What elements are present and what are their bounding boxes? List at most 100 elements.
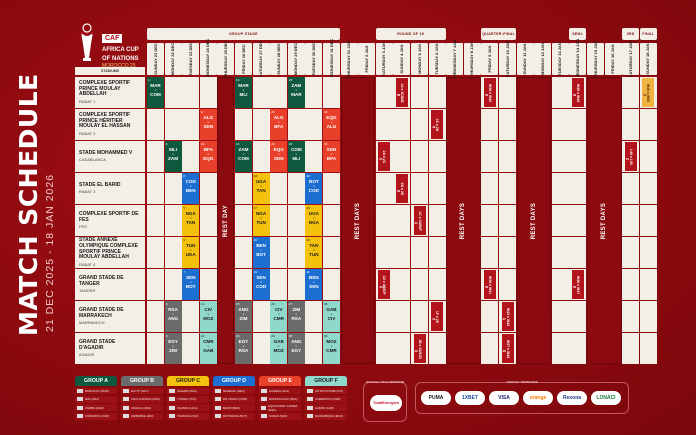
match-card[interactable]: 20: BEN v BOT [252,237,270,268]
day-label: TUESDAY 23 DEC [187,42,193,76]
match-card[interactable]: 22: EQG v SDN [270,141,288,172]
match-card[interactable]: 7: SEN v BOT [182,269,200,300]
match-card[interactable]: 35: GAB v CIV [323,301,340,332]
knockout-card[interactable]: 2A v 2C 37 [378,142,391,171]
match-number: 41 [414,220,418,225]
day-label: FRIDAY 2 JAN [363,45,369,73]
day-label: FRIDAY 26 DEC [240,44,246,74]
versus: v [172,312,174,316]
match-card[interactable]: 4: RSA v ANG [164,301,182,332]
knockout-card[interactable]: 1C v 3A/B/F 41 [413,206,426,235]
flag-icon [169,388,175,393]
venue-row-label: COMPLEXE SPORTIF PRINCE MOULAY ABDELLAH R… [75,77,145,108]
knockout-card[interactable]: 1A v 3C/D/E 38 [395,78,408,107]
schedule-cell [428,205,446,236]
match-card[interactable]: 23: CIV v CMR [270,301,288,332]
knockout-card[interactable]: W49 v W50 52 [642,78,655,107]
flag-icon [215,414,221,419]
knockout-card[interactable]: W38 v W40 45 [483,78,496,107]
match-card[interactable]: 36: MOZ v CMR [323,333,340,364]
schedule-cell [164,109,182,140]
team-entry: NIGERIA (NGA) [167,387,209,395]
match-card[interactable]: 19: SEN v COD [252,269,270,300]
day-label: THURSDAY 15 JAN [592,40,598,78]
team-entry: EGYPT (EGY) [121,387,163,395]
match-card[interactable]: 28: ANG v EGY [287,333,305,364]
knockout-fixture: 2D v 2E [399,182,404,195]
match-card[interactable]: 1: MAR v COM [147,77,164,108]
team-entry: MOZAMBIQUE (MOZ) [305,412,347,420]
versus: v [189,216,192,220]
schedule-cell [199,237,217,268]
match-card[interactable]: 14: ZAM v COM [235,141,252,172]
match-card[interactable]: 9: ALG v SDN [199,109,217,140]
group-legend-c: GROUP C NIGERIA (NGA) TUNISIA (TUN) UGANDA … [167,376,209,420]
knockout-card[interactable]: W45 v W48 49 [571,78,584,107]
day-header: MONDAY 29 DEC [287,43,305,75]
schedule-cell [147,109,164,140]
schedule-cell [305,77,323,108]
day-label: SATURDAY 3 JAN [381,42,387,76]
versus: v [154,88,157,92]
day-header: SUNDAY 21 DEC [147,43,164,75]
match-card[interactable]: 10: BFA v EQG [199,141,217,172]
day-label: THURSDAY 25 DEC [222,40,228,78]
match-card[interactable]: 25: ZAM v MAR [287,77,305,108]
match-card[interactable]: 17: NGA v TUN [252,205,270,236]
group-legend-e: GROUP E ALGERIA (ALG) BURKINA FASO (BFA) EQ… [259,376,301,420]
schedule-cell [235,269,252,300]
match-card[interactable]: 15: ANG v ZIM [235,301,252,332]
knockout-card[interactable]: W43 v W42 47 [501,302,514,331]
versus: v [295,312,298,316]
schedule-cell [481,173,499,204]
knockout-card[interactable]: 1E v 2D 42 [431,110,444,139]
match-card[interactable]: 32: BOT v COD [305,173,323,204]
match-card[interactable]: 24: GAB v MOZ [270,333,288,364]
schedule-cell [375,301,393,332]
schedule-cell [411,141,428,172]
knockout-card[interactable]: W46 v W47 50 [571,270,584,299]
knockout-card[interactable]: L49 v L50 51 [624,142,637,171]
schedule-cell [428,237,446,268]
versus: v [330,312,333,316]
match-card[interactable]: 27: ZIM v RSA [287,301,305,332]
day-header: FRIDAY 16 JAN [604,43,622,75]
match-card[interactable]: 21: ALG v BFA [270,109,288,140]
versus: v [242,88,245,92]
match-card[interactable]: 3: EGY v ZIM [164,333,182,364]
knockout-card[interactable]: W39 v W41 46 [483,270,496,299]
venue-name: COMPLEXE SPORTIF DE FES [79,210,139,223]
match-card[interactable]: 18: UGA v TAN [252,173,270,204]
match-card[interactable]: 8: COD v BEN [182,173,200,204]
schedule-cell [499,109,516,140]
home-team: MOZ [326,339,337,344]
knockout-card[interactable]: 1B v 3A/C/D 40 [413,334,426,363]
day-header: TUESDAY 6 JAN [428,43,446,75]
venue-header: STADIUMS [75,67,145,75]
match-card[interactable]: 26: COM v MLI [287,141,305,172]
venue-city: RABAT 4 [79,261,96,267]
match-card[interactable]: 6: TUN v UGA [182,237,200,268]
match-number: 36: [324,334,329,338]
knockout-card[interactable]: 2D v 2E 39 [395,174,408,203]
match-card[interactable]: 12: CMR v GAB [199,333,217,364]
match-card[interactable]: 11: CIV v MOZ [199,301,217,332]
match-card[interactable]: 29: UGA v NGA [305,205,323,236]
knockout-card[interactable]: 1D v 3B/E/F 43 [378,270,391,299]
match-card[interactable]: 16: EGY v RSA [235,333,252,364]
team-entry: ANGOLA (ANG) [121,404,163,412]
match-card[interactable]: 34: SDN v BFA [323,141,340,172]
match-card[interactable]: 33: EQG v ALG [323,109,340,140]
match-card[interactable]: 13: MAR v MLI [235,77,252,108]
knockout-card[interactable]: 1F v 2E 44 [431,302,444,331]
match-number: 4: [165,302,169,306]
schedule-cell [323,173,340,204]
day-header: WEDNESDAY 24 DEC [199,39,217,79]
away-team: TUN [309,252,319,257]
match-card[interactable]: 2: MLI v ZAM [164,141,182,172]
knockout-card[interactable]: W37 v W44 48 [501,334,514,363]
match-card[interactable]: 5: NGA v TAN [182,205,200,236]
day-header: SUNDAY 18 JAN [639,43,657,75]
match-card[interactable]: 30: TAN v TUN [305,237,323,268]
match-card[interactable]: 31: BEN v SEN [305,269,323,300]
